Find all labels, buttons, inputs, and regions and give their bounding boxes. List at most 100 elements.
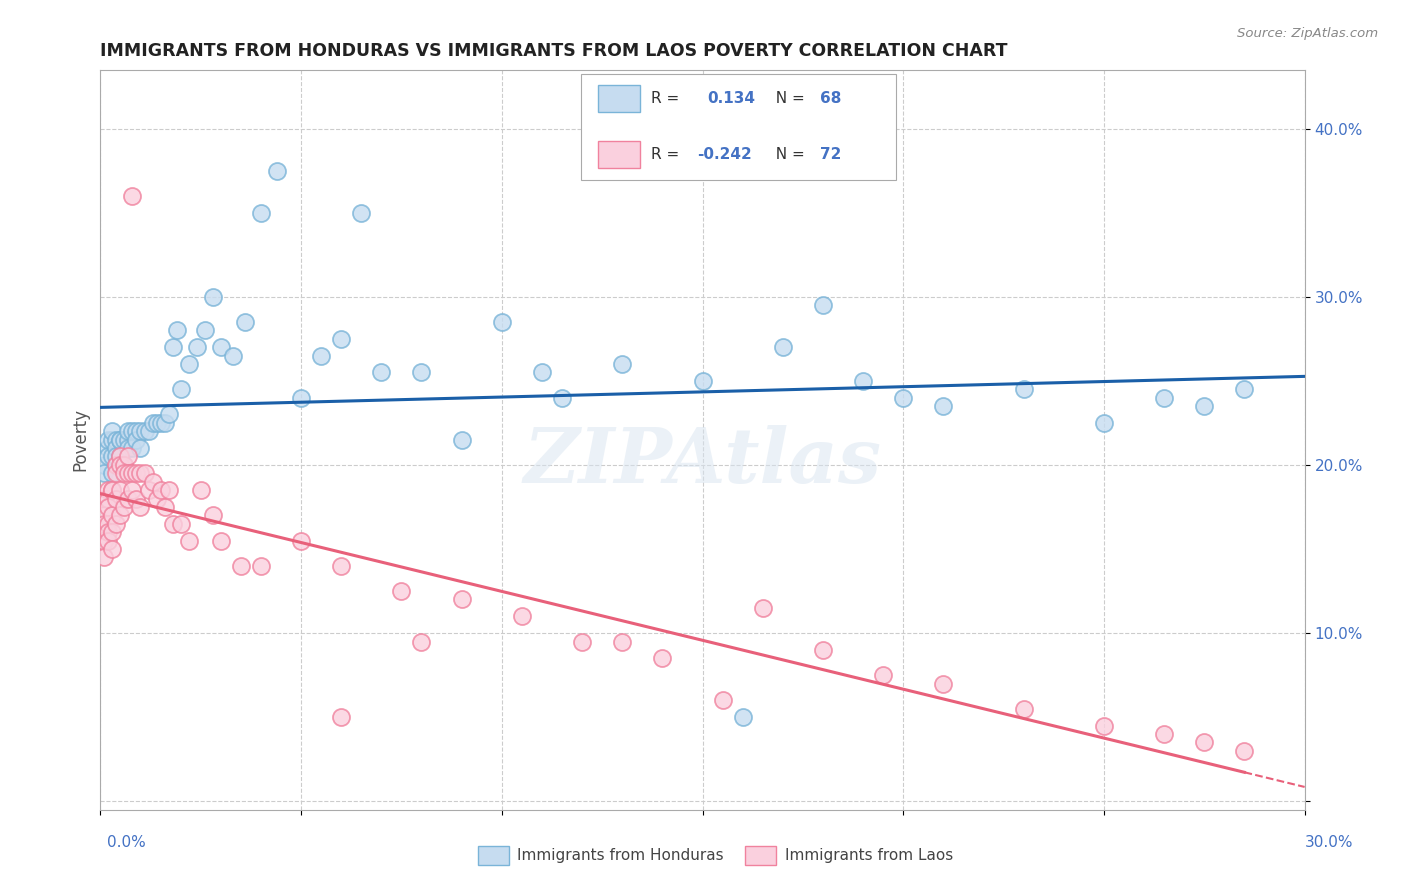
Point [121, 467, 143, 481]
Point [110, 450, 132, 464]
Point [811, 643, 834, 657]
Text: 30.0%: 30.0% [1305, 836, 1353, 850]
Point [250, 205, 273, 219]
Point [101, 508, 124, 523]
Point [169, 382, 191, 396]
Point [117, 467, 139, 481]
Point [1233, 744, 1256, 758]
Point [129, 500, 152, 514]
Point [229, 558, 252, 573]
Text: R =: R = [651, 147, 685, 161]
Point [101, 541, 124, 556]
Point [93, 467, 115, 481]
Point [97, 450, 120, 464]
Point [510, 609, 533, 624]
Point [530, 365, 553, 379]
Point [125, 491, 148, 506]
Point [731, 710, 754, 724]
Point [209, 340, 232, 354]
Point [105, 516, 128, 531]
Point [145, 491, 167, 506]
Point [751, 600, 773, 615]
Text: R =: R = [651, 91, 689, 105]
Point [129, 441, 152, 455]
Point [105, 450, 128, 464]
Point [153, 416, 176, 430]
Point [891, 391, 914, 405]
Point [117, 424, 139, 438]
Point [222, 349, 245, 363]
Point [157, 408, 180, 422]
Point [350, 205, 373, 219]
Point [149, 416, 172, 430]
Point [110, 483, 132, 497]
Point [330, 710, 353, 724]
Point [711, 693, 734, 707]
Point [101, 467, 124, 481]
Point [97, 516, 120, 531]
Point [97, 441, 120, 455]
Point [117, 450, 139, 464]
Point [811, 298, 834, 312]
Point [117, 491, 139, 506]
Point [162, 340, 184, 354]
Point [290, 533, 312, 548]
Point [651, 651, 673, 665]
Point [101, 483, 124, 497]
Point [194, 323, 217, 337]
Point [209, 533, 232, 548]
Point [93, 516, 115, 531]
Point [391, 584, 413, 599]
Point [93, 491, 115, 506]
Text: 68: 68 [820, 91, 841, 105]
Point [1012, 382, 1035, 396]
Point [186, 340, 208, 354]
Point [101, 424, 124, 438]
Point [177, 533, 200, 548]
Text: -0.242: -0.242 [697, 147, 752, 161]
Point [491, 315, 513, 329]
Text: Immigrants from Honduras: Immigrants from Honduras [517, 848, 724, 863]
Point [149, 483, 172, 497]
Point [97, 483, 120, 497]
Point [134, 424, 156, 438]
Point [612, 634, 634, 648]
Point [250, 558, 273, 573]
Point [93, 458, 115, 472]
Point [772, 340, 794, 354]
Point [141, 475, 163, 489]
Point [233, 315, 256, 329]
Point [110, 458, 132, 472]
Point [1153, 391, 1175, 405]
Text: ZIPAtlas: ZIPAtlas [523, 425, 882, 499]
Point [138, 424, 160, 438]
Point [121, 188, 143, 202]
Point [571, 634, 593, 648]
Point [330, 558, 353, 573]
Point [101, 483, 124, 497]
Point [97, 491, 120, 506]
Point [1092, 718, 1115, 732]
Point [97, 433, 120, 447]
Point [138, 483, 160, 497]
Point [134, 467, 156, 481]
Point [872, 668, 894, 682]
Point [121, 424, 143, 438]
Point [110, 450, 132, 464]
Point [114, 500, 136, 514]
Point [932, 676, 955, 690]
Point [190, 483, 212, 497]
Point [162, 516, 184, 531]
Point [101, 450, 124, 464]
Point [101, 525, 124, 540]
Text: IMMIGRANTS FROM HONDURAS VS IMMIGRANTS FROM LAOS POVERTY CORRELATION CHART: IMMIGRANTS FROM HONDURAS VS IMMIGRANTS F… [100, 42, 1008, 60]
Point [97, 533, 120, 548]
Text: 0.134: 0.134 [707, 91, 755, 105]
Point [612, 357, 634, 371]
Point [153, 500, 176, 514]
Point [1153, 727, 1175, 741]
Text: N =: N = [766, 91, 810, 105]
Point [1194, 735, 1216, 749]
Point [1233, 382, 1256, 396]
Point [177, 357, 200, 371]
